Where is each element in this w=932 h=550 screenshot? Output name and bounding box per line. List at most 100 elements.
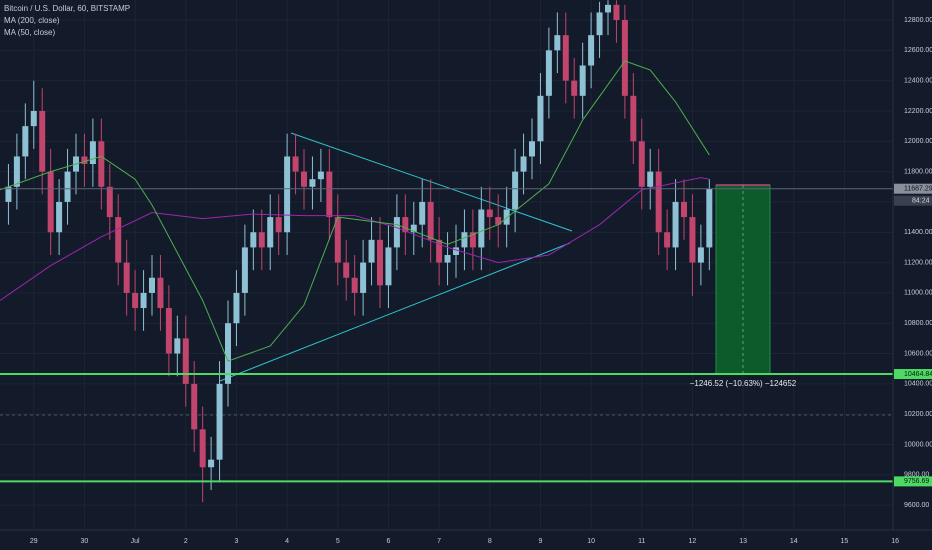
candle-body — [588, 35, 595, 66]
candle-body — [5, 186, 12, 202]
x-tick-label: 11 — [638, 538, 645, 545]
candle-body — [469, 232, 476, 248]
x-tick-label: 3 — [234, 538, 238, 545]
x-tick-label: 9 — [538, 538, 542, 545]
candle-body — [267, 217, 274, 248]
candle-body — [123, 262, 130, 293]
candle-body — [681, 201, 687, 218]
price-axis — [893, 0, 932, 550]
y-tick-label: 12800.00 — [904, 17, 932, 24]
candle-body — [647, 171, 654, 187]
x-tick-label: 29 — [30, 538, 38, 545]
candle-body — [140, 292, 147, 309]
candle-body — [326, 171, 333, 218]
x-tick-label: 30 — [81, 538, 89, 545]
x-tick-label: 7 — [437, 538, 441, 545]
candle-body — [47, 171, 54, 233]
candle-body — [165, 308, 172, 354]
candle-body — [292, 156, 299, 172]
candle-body — [520, 156, 527, 172]
candle-body — [621, 20, 628, 96]
candle-body — [106, 186, 113, 218]
x-tick-label: 12 — [689, 538, 697, 545]
level-label-box — [894, 476, 932, 487]
y-tick-label: 10400.00 — [904, 381, 932, 388]
candle-body — [512, 171, 519, 210]
candle-body — [343, 262, 350, 278]
y-tick-label: 12200.00 — [904, 108, 932, 115]
candle-body — [351, 277, 358, 293]
y-tick-label: 10000.00 — [904, 441, 932, 448]
legend-entry: MA (200, close) — [4, 16, 60, 25]
y-tick-label: 10600.00 — [904, 350, 932, 357]
x-tick-label: 2 — [184, 538, 188, 545]
axes: 9600.00 9800.00 10000.00 10200.00 10400.00 10… — [30, 17, 932, 545]
position-annotation: −1246.52 (−10.63%) −124652 — [690, 379, 797, 388]
candle-body — [436, 239, 443, 263]
candle-body — [208, 459, 215, 468]
x-tick-label: 16 — [891, 538, 899, 545]
candle-body — [461, 232, 468, 248]
candle-body — [284, 156, 291, 233]
candle-body — [554, 35, 561, 51]
candle-body — [427, 201, 434, 240]
candle-body — [182, 338, 189, 384]
candle-body — [360, 262, 367, 293]
candle-body — [537, 95, 544, 142]
x-tick-label: 14 — [790, 538, 798, 545]
candle-body — [199, 429, 206, 468]
candle-body — [115, 217, 122, 263]
y-tick-label: 11400.00 — [904, 229, 932, 236]
plot: −1246.52 (−10.63%) −124652 — [0, 0, 893, 503]
candle-body — [672, 201, 679, 248]
y-tick-label: 9600.00 — [904, 502, 929, 509]
candle-body — [495, 217, 502, 225]
candle-body — [579, 65, 586, 96]
last-price-label: 11687.29 — [904, 186, 932, 193]
candle-body — [655, 171, 662, 233]
candle-body — [402, 217, 409, 233]
candle-body — [241, 247, 248, 293]
x-tick-label: 6 — [386, 538, 390, 545]
candle-body — [368, 239, 375, 263]
candle-body — [225, 323, 231, 384]
last-price-box — [894, 183, 932, 194]
x-tick-label: 13 — [739, 538, 747, 545]
countdown-label: 84:24 — [912, 198, 930, 205]
x-tick-label: 8 — [488, 538, 492, 545]
candle-body — [444, 254, 451, 263]
candle-body — [216, 383, 223, 460]
candle-body — [613, 4, 620, 21]
y-tick-label: 12400.00 — [904, 77, 932, 84]
y-tick-label: 11800.00 — [904, 168, 932, 175]
candle-body — [64, 171, 71, 202]
y-tick-label: 10200.00 — [904, 411, 932, 418]
candle-body — [309, 179, 316, 187]
candle-body — [596, 12, 603, 36]
candle-body — [630, 95, 637, 142]
candle-body — [453, 247, 459, 255]
candle-body — [503, 209, 510, 225]
trend-line — [219, 242, 571, 382]
legend-entry: MA (50, close) — [4, 28, 55, 37]
candle-body — [377, 239, 383, 286]
candle-body — [98, 141, 105, 187]
candle-body — [317, 171, 324, 180]
y-tick-label: 12600.00 — [904, 47, 932, 54]
candle-body — [39, 110, 46, 172]
candle-body — [697, 247, 704, 263]
moving-average — [0, 60, 710, 362]
candle-body — [81, 156, 88, 165]
candle-body — [132, 292, 139, 309]
y-tick-label: 11200.00 — [904, 259, 932, 266]
candle-body — [562, 35, 569, 81]
trend-line — [290, 132, 573, 232]
candle-body — [664, 232, 671, 248]
candle-body — [571, 80, 578, 96]
candle-body — [419, 201, 426, 225]
candle-body — [301, 171, 307, 187]
y-tick-label: 11000.00 — [904, 290, 932, 297]
y-tick-label: 9800.00 — [904, 472, 929, 479]
candle-body — [22, 126, 29, 157]
